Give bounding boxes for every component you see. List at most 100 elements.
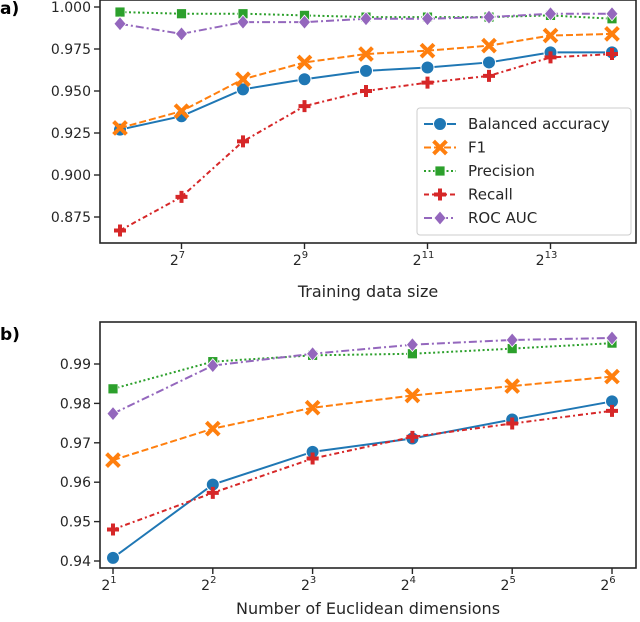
series-roc-auc <box>113 6 619 42</box>
data-point <box>236 14 250 30</box>
legend-marker <box>434 165 446 177</box>
data-point <box>107 523 119 536</box>
data-point <box>235 71 251 88</box>
legend-marker <box>433 117 447 131</box>
data-point <box>543 6 558 22</box>
series-line <box>119 12 612 35</box>
panel-b: b) 0.99 0.98 0.97 0.96 0.95 0.94 21 22 23 24 25 26 Nu… <box>0 321 637 618</box>
legend-label: Precision <box>468 162 535 180</box>
x-tick-label: 21 <box>101 575 116 594</box>
y-tick-label: 0.875 <box>51 210 91 226</box>
panel-label: a) <box>0 0 19 19</box>
x-tick-label: 29 <box>293 250 308 269</box>
y-tick-label: 0.94 <box>60 554 91 570</box>
legend-label: Recall <box>468 186 513 204</box>
data-point <box>505 332 519 348</box>
y-tick-label: 0.950 <box>51 84 91 100</box>
legend-marker <box>433 210 447 226</box>
data-point <box>106 406 120 422</box>
data-point <box>175 190 188 203</box>
data-point <box>604 26 620 42</box>
series-roc-auc <box>106 330 619 422</box>
data-point <box>236 82 250 97</box>
data-point <box>483 69 495 82</box>
x-tick-label: 23 <box>301 575 316 594</box>
legend-box <box>416 107 632 236</box>
data-point <box>237 135 249 148</box>
data-point <box>105 452 121 468</box>
legend-label: F1 <box>468 139 486 157</box>
data-point <box>106 550 120 565</box>
series-recall <box>107 404 618 536</box>
data-point <box>107 383 119 395</box>
data-point <box>504 378 521 394</box>
series-f1 <box>105 368 620 468</box>
legend-label: Balanced accuracy <box>468 115 610 133</box>
series-precision <box>107 337 618 395</box>
x-axis-label: Training data size <box>297 282 438 301</box>
data-point <box>544 51 557 64</box>
data-point <box>174 26 189 42</box>
series-recall <box>114 48 618 237</box>
series-balanced-accuracy <box>106 394 619 565</box>
data-point <box>112 120 128 136</box>
data-point <box>298 100 311 113</box>
y-tick-label: 0.925 <box>51 126 91 142</box>
data-point <box>359 63 373 78</box>
panel-label: b) <box>0 325 20 345</box>
data-point <box>173 103 190 119</box>
data-point <box>421 76 434 89</box>
data-point <box>420 11 435 27</box>
y-tick-label: 0.97 <box>60 436 91 452</box>
data-point <box>482 55 496 70</box>
y-tick-label: 0.99 <box>60 357 91 373</box>
data-point <box>114 6 126 18</box>
data-point <box>542 27 559 44</box>
data-point <box>482 9 496 25</box>
y-tick-label: 0.96 <box>60 475 91 491</box>
data-point <box>304 399 321 416</box>
data-point <box>306 346 320 362</box>
panel-a: a) 1.000 0.975 0.950 0.925 0.900 0.875 27 29 211 2… <box>0 0 637 301</box>
data-point <box>406 430 419 443</box>
x-tick-label: 213 <box>536 250 558 269</box>
x-tick-label: 24 <box>401 575 416 594</box>
data-point <box>204 420 221 437</box>
legend: Balanced accuracy F1 Precision Recall ROC AU… <box>416 107 632 236</box>
data-point <box>419 42 436 59</box>
series-line <box>112 400 613 559</box>
data-point <box>604 368 620 385</box>
x-tick-label: 27 <box>170 250 185 269</box>
series-f1 <box>112 26 620 136</box>
series-line <box>119 32 613 129</box>
data-point <box>297 14 312 30</box>
data-point <box>206 486 219 499</box>
data-point <box>359 11 373 27</box>
series-line <box>112 342 613 390</box>
data-point <box>605 330 619 346</box>
data-point <box>404 387 421 404</box>
legend-label: ROC AUC <box>468 209 537 227</box>
y-tick-label: 0.98 <box>60 396 91 412</box>
series-line <box>112 336 613 415</box>
legend-marker <box>434 188 446 201</box>
data-point <box>420 60 435 75</box>
y-tick-label: 0.95 <box>60 515 91 531</box>
data-point <box>605 6 619 22</box>
data-point <box>481 37 497 54</box>
data-point <box>113 16 127 32</box>
data-point <box>296 54 313 71</box>
data-point <box>306 452 319 465</box>
data-point <box>606 48 618 61</box>
x-tick-label: 22 <box>201 575 216 594</box>
data-point <box>114 224 126 237</box>
data-point <box>405 337 419 353</box>
data-point <box>297 72 312 87</box>
x-tick-label: 211 <box>413 250 435 269</box>
data-point <box>606 404 618 417</box>
data-point <box>206 357 220 374</box>
series-line <box>119 11 613 20</box>
y-tick-label: 1.000 <box>51 0 91 16</box>
data-point <box>506 417 519 430</box>
